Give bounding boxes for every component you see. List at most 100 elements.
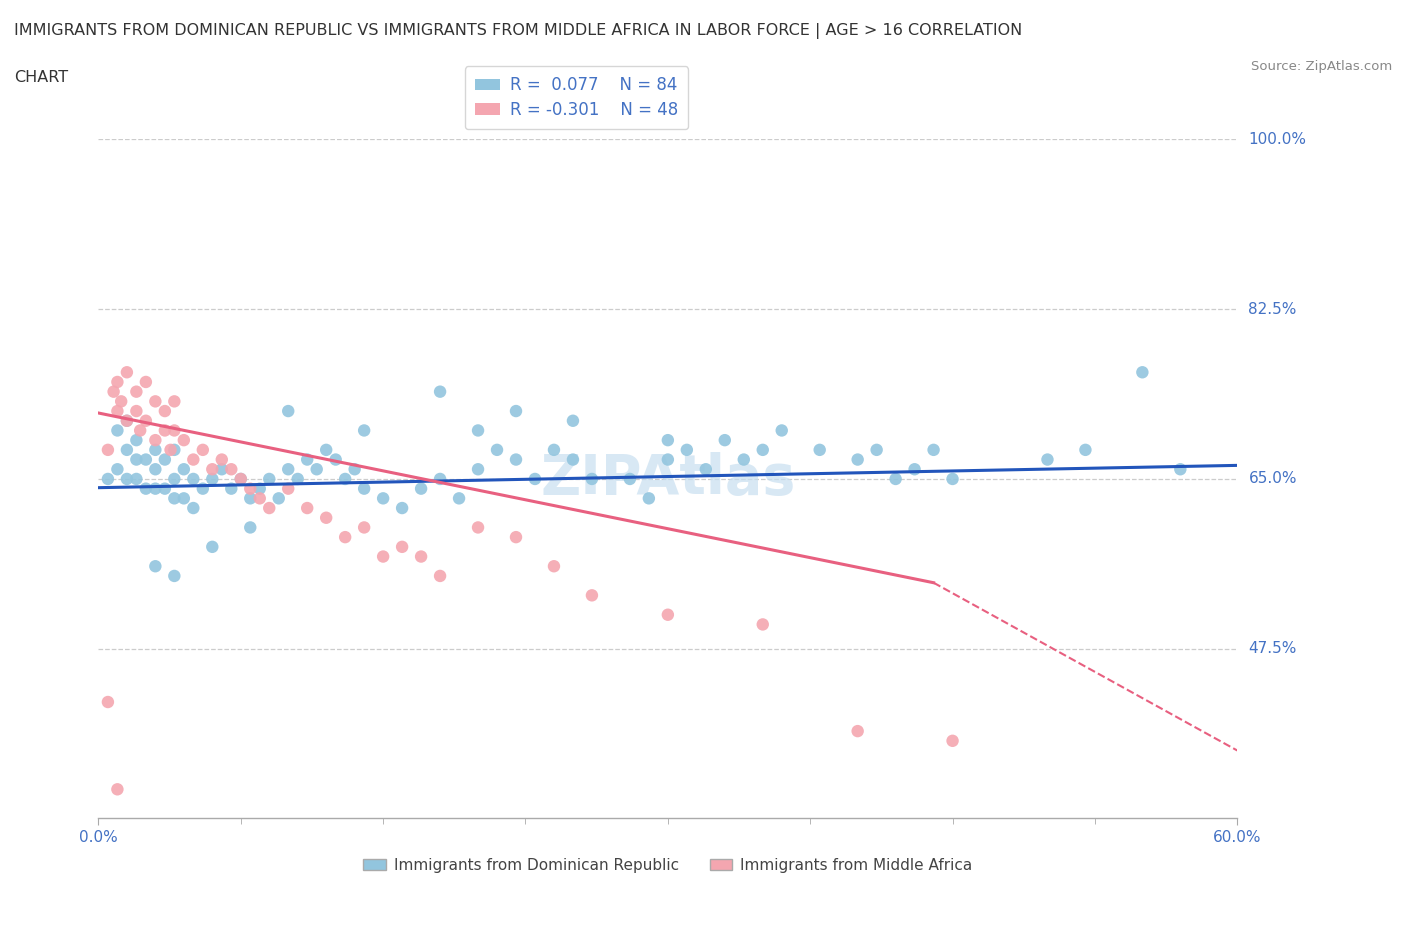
Point — [449, 491, 471, 506]
Point — [619, 472, 641, 486]
Point — [942, 734, 965, 749]
Point — [335, 472, 357, 486]
Point — [371, 491, 394, 506]
Point — [486, 443, 509, 458]
Point — [183, 452, 205, 467]
Point — [371, 549, 394, 564]
Point — [229, 472, 252, 486]
Point — [884, 472, 907, 486]
Point — [259, 472, 281, 486]
Point — [922, 443, 945, 458]
Point — [287, 472, 309, 486]
Point — [353, 423, 375, 438]
Point — [543, 443, 565, 458]
Point — [201, 462, 224, 477]
Point — [581, 588, 603, 603]
Point — [353, 520, 375, 535]
Point — [153, 423, 176, 438]
Point — [163, 443, 186, 458]
Point — [173, 491, 195, 506]
Point — [115, 365, 138, 379]
Point — [467, 423, 489, 438]
Point — [305, 462, 328, 477]
Point — [249, 491, 271, 506]
Text: 82.5%: 82.5% — [1249, 301, 1296, 317]
Point — [1170, 462, 1192, 477]
Point — [153, 404, 176, 418]
Point — [297, 500, 319, 515]
Point — [107, 423, 129, 438]
Text: Source: ZipAtlas.com: Source: ZipAtlas.com — [1251, 60, 1392, 73]
Point — [183, 500, 205, 515]
Point — [183, 472, 205, 486]
Point — [145, 559, 167, 574]
Point — [315, 511, 337, 525]
Point — [1074, 443, 1097, 458]
Point — [221, 481, 243, 496]
Point — [153, 452, 176, 467]
Point — [467, 462, 489, 477]
Point — [752, 617, 775, 631]
Point — [695, 462, 717, 477]
Point — [159, 443, 181, 458]
Point — [115, 413, 138, 428]
Point — [135, 375, 157, 390]
Point — [107, 375, 129, 390]
Text: 65.0%: 65.0% — [1249, 472, 1296, 486]
Point — [191, 481, 214, 496]
Point — [391, 539, 413, 554]
Text: IMMIGRANTS FROM DOMINICAN REPUBLIC VS IMMIGRANTS FROM MIDDLE AFRICA IN LABOR FOR: IMMIGRANTS FROM DOMINICAN REPUBLIC VS IM… — [14, 23, 1022, 39]
Point — [163, 472, 186, 486]
Point — [267, 491, 290, 506]
Point — [581, 472, 603, 486]
Point — [733, 452, 755, 467]
Point — [211, 462, 233, 477]
Point — [543, 559, 565, 574]
Point — [173, 462, 195, 477]
Point — [770, 423, 793, 438]
Point — [97, 472, 120, 486]
Point — [866, 443, 889, 458]
Point — [211, 452, 233, 467]
Point — [110, 394, 132, 409]
Point — [277, 481, 299, 496]
Point — [277, 404, 299, 418]
Point — [676, 443, 699, 458]
Point — [411, 549, 433, 564]
Point — [191, 443, 214, 458]
Point — [562, 413, 585, 428]
Point — [505, 530, 527, 545]
Point — [297, 452, 319, 467]
Point — [505, 452, 527, 467]
Point — [125, 472, 148, 486]
Point — [145, 394, 167, 409]
Point — [107, 462, 129, 477]
Point — [505, 404, 527, 418]
Point — [239, 491, 262, 506]
Point — [125, 404, 148, 418]
Point — [657, 432, 679, 447]
Point — [163, 491, 186, 506]
Point — [115, 443, 138, 458]
Point — [467, 520, 489, 535]
Point — [221, 462, 243, 477]
Point — [239, 481, 262, 496]
Point — [638, 491, 661, 506]
Point — [163, 394, 186, 409]
Point — [125, 432, 148, 447]
Point — [846, 724, 869, 738]
Point — [153, 481, 176, 496]
Point — [846, 452, 869, 467]
Point — [145, 462, 167, 477]
Point — [411, 481, 433, 496]
Point — [325, 452, 347, 467]
Point — [657, 452, 679, 467]
Point — [335, 530, 357, 545]
Point — [107, 404, 129, 418]
Point — [145, 481, 167, 496]
Point — [942, 472, 965, 486]
Point — [115, 472, 138, 486]
Point — [125, 452, 148, 467]
Point — [145, 443, 167, 458]
Text: ZIPAtlas: ZIPAtlas — [540, 452, 796, 506]
